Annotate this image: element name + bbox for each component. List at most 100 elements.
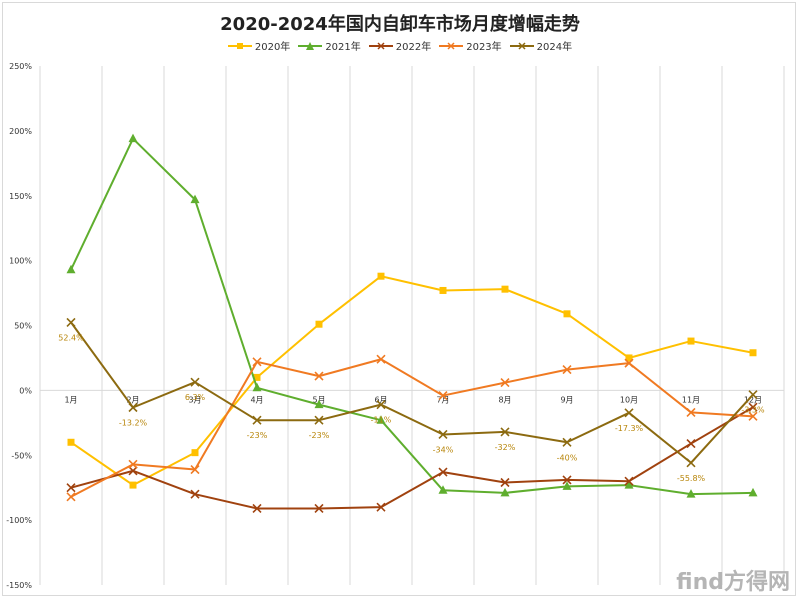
series-line-0 (70, 275, 754, 487)
data-point-triangle (252, 382, 262, 392)
data-label: -23% (309, 431, 330, 440)
legend-label-2020: 2020年 (254, 42, 291, 53)
data-point-x (252, 357, 262, 367)
data-point-triangle (66, 264, 76, 274)
chart-legend: 2020年 2021年 2022年 2023年 2024年 (0, 38, 800, 53)
legend-label-2024: 2024年 (536, 42, 573, 53)
data-point-x (376, 354, 386, 364)
data-point-x (128, 402, 138, 413)
series-line-1 (70, 137, 754, 496)
x-tick-label: 6月 (374, 395, 387, 404)
x-tick-label: 2月 (126, 395, 139, 404)
data-point-triangle (438, 485, 448, 494)
x-tick-label: 10月 (620, 395, 638, 404)
data-point-square (563, 310, 571, 318)
data-label: 52.4% (58, 333, 84, 342)
data-point-square (439, 286, 447, 294)
data-point-x (438, 467, 448, 477)
data-point-x (686, 439, 696, 449)
data-point-x (314, 503, 324, 514)
data-label: -3.3% (741, 406, 765, 415)
data-point-x (314, 371, 324, 381)
data-point-square (377, 272, 385, 280)
y-tick-label: 200% (9, 127, 32, 136)
data-point-triangle (376, 415, 386, 424)
data-point-x (500, 378, 510, 388)
data-label: -34% (433, 445, 454, 454)
data-point-triangle (128, 133, 138, 143)
chart-title: 2020-2024年国内自卸车市场月度增幅走势 (220, 14, 580, 35)
data-point-x (190, 464, 200, 475)
data-point-x (438, 429, 448, 440)
data-point-triangle (562, 481, 572, 490)
data-label: -40% (557, 453, 578, 462)
legend-label-2022: 2022年 (395, 42, 432, 53)
data-point-x (190, 377, 200, 387)
data-label: -55.8% (677, 474, 706, 483)
data-label: -32% (495, 443, 516, 452)
data-point-x (562, 475, 572, 485)
data-point-x (562, 365, 572, 375)
data-point-x (66, 492, 76, 502)
legend-item-2022: 2022年 (368, 38, 432, 53)
data-point-x (624, 476, 634, 486)
x-tick-label: 1月 (64, 395, 77, 404)
legend-swatch-2024 (509, 41, 534, 50)
legend-item-2024: 2024年 (509, 38, 573, 53)
data-point-x (252, 415, 262, 425)
data-point-square (253, 373, 261, 381)
data-point-x (66, 317, 76, 327)
y-tick-label: -50% (11, 451, 32, 460)
y-tick-label: 0% (19, 386, 32, 395)
data-point-triangle (500, 487, 510, 497)
legend-label-2023: 2023年 (466, 42, 502, 53)
data-point-x (624, 408, 634, 418)
y-tick-label: 100% (9, 257, 32, 266)
data-point-x (66, 483, 76, 493)
x-tick-label: 8月 (498, 395, 511, 404)
x-tick-label: 9月 (560, 395, 573, 404)
series-line-4 (70, 321, 754, 464)
watermark-logo: find方得网 (676, 570, 790, 595)
y-tick-label: 250% (9, 62, 32, 71)
data-point-triangle (748, 487, 758, 497)
legend-swatch-2023 (439, 41, 464, 50)
data-point-x (128, 466, 138, 476)
data-point-x (686, 407, 696, 417)
series-line-2 (70, 406, 754, 510)
x-tick-label: 7月 (436, 395, 449, 404)
data-point-square (67, 438, 75, 446)
data-point-x (748, 411, 758, 421)
data-point-triangle (314, 399, 324, 409)
y-tick-label: -100% (6, 516, 32, 525)
series-line-3 (70, 358, 754, 498)
data-point-triangle (190, 194, 200, 204)
data-label: -11% (371, 416, 392, 425)
data-point-x (748, 390, 758, 400)
legend-item-2023: 2023年 (439, 38, 502, 53)
data-label: 6.3% (185, 393, 206, 402)
data-point-x (376, 400, 386, 410)
data-point-square (687, 337, 695, 345)
data-point-x (190, 489, 200, 499)
data-point-x (500, 427, 510, 437)
data-point-x (438, 390, 448, 401)
data-point-x (376, 502, 386, 512)
data-label: -17.3% (615, 424, 644, 433)
data-point-square (749, 349, 757, 357)
x-tick-label: 11月 (682, 395, 700, 404)
data-label: -13.2% (119, 419, 148, 428)
data-point-square (129, 481, 137, 489)
legend-item-2020: 2020年 (227, 38, 291, 53)
data-point-square (191, 449, 199, 457)
data-point-triangle (624, 480, 634, 489)
x-tick-label: 12月 (744, 395, 762, 404)
data-point-x (128, 459, 138, 469)
data-point-x (748, 402, 758, 412)
y-tick-label: -150% (6, 581, 32, 590)
data-point-square (625, 354, 633, 362)
data-point-square (315, 320, 323, 328)
data-point-x (500, 477, 510, 488)
